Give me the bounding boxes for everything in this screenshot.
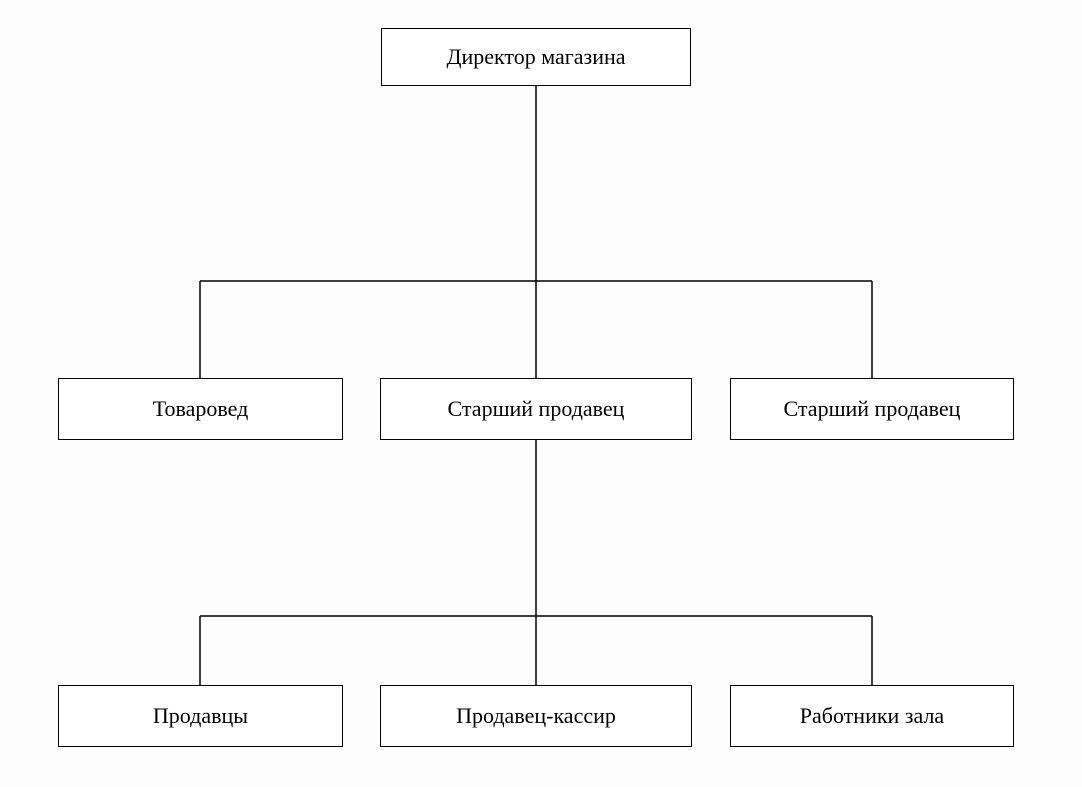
node-label: Товаровед xyxy=(153,396,249,422)
node-label: Старший продавец xyxy=(784,396,961,422)
node-senior-seller-2: Старший продавец xyxy=(730,378,1014,440)
node-label: Продавец-кассир xyxy=(456,703,616,729)
node-cashier: Продавец-кассир xyxy=(380,685,692,747)
node-director: Директор магазина xyxy=(381,28,691,86)
node-label: Работники зала xyxy=(800,703,944,729)
node-label: Продавцы xyxy=(153,703,248,729)
node-hall-workers: Работники зала xyxy=(730,685,1014,747)
node-commodity-expert: Товаровед xyxy=(58,378,343,440)
node-sellers: Продавцы xyxy=(58,685,343,747)
node-label: Старший продавец xyxy=(448,396,625,422)
node-senior-seller-1: Старший продавец xyxy=(380,378,692,440)
node-label: Директор магазина xyxy=(446,44,625,70)
